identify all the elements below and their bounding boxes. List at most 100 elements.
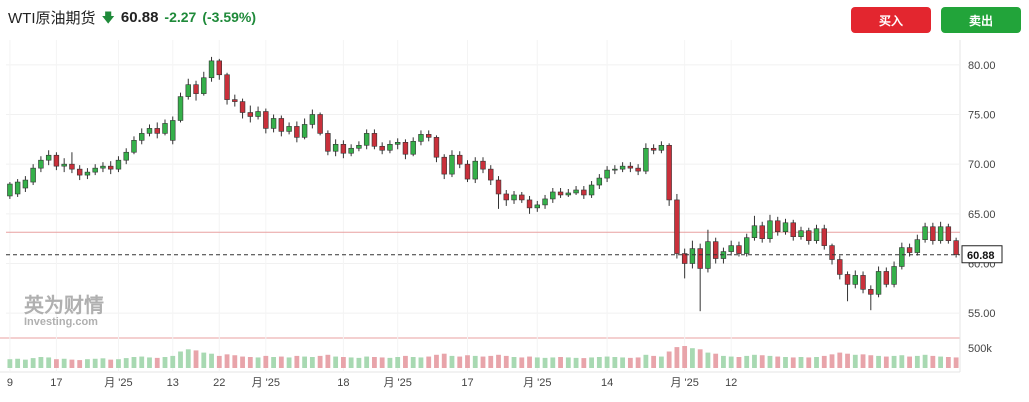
candle-body [596,177,603,186]
candle-body [736,245,742,254]
volume-bar [767,355,773,368]
volume-bar [364,356,370,368]
candle-body [526,199,533,209]
volume-bar [829,354,835,368]
volume-bar [852,354,858,368]
chart-header: WTI原油期货 🡇 60.88 -2.27 (-3.59%) [8,6,256,28]
volume-bar [550,357,556,368]
volume-bar [558,357,563,368]
volume-bar [441,353,447,368]
volume-bar [744,355,750,368]
volume-bar [131,357,137,368]
candle-body [270,118,277,129]
volume-bar [519,357,525,368]
volume-bar [54,359,59,368]
volume-bar [534,357,540,368]
volume-bar [899,355,905,368]
candle-body [728,245,734,252]
candle-body [712,241,719,259]
candle-body [906,247,913,253]
x-tick-label: 22 [213,377,225,389]
volume-bar [278,356,284,368]
x-tick-label: 月 '25 [104,377,132,389]
candle-body [379,145,385,151]
volume-bar [651,355,657,368]
candle-body [108,165,114,170]
volume-bar [922,354,928,368]
volume-bar [154,357,160,368]
candle-body [301,124,308,138]
candle-body [22,179,29,189]
volume-bar [938,356,944,368]
x-tick-label: 月 '25 [252,377,280,389]
volume-bar [116,359,121,368]
volume-bar [263,355,269,368]
volume-bar [697,349,703,368]
candle-body [185,84,191,97]
volume-bar [914,355,920,368]
candle-body [286,126,292,132]
candle-body [813,228,820,241]
candle-body [891,266,897,285]
volume-bar [162,357,168,368]
candle-body [433,137,440,158]
candle-body [123,151,129,161]
volume-bar [379,357,385,368]
candle-body [317,114,323,134]
candle-body [201,77,207,94]
candle-body [844,274,851,285]
x-tick-label: 14 [601,377,613,389]
candle-body [658,144,665,151]
candle-body [782,222,789,233]
volume-bar [92,358,98,368]
candlestick-series [7,56,959,312]
candle-body [410,141,416,155]
candle-body [650,147,657,151]
candle-body [806,230,812,241]
candle-body [557,191,564,196]
last-price-label-box [961,245,1003,264]
volume-bar [783,357,788,368]
volume-bar [302,356,308,368]
candle-body [550,191,556,200]
candle-body [402,142,409,155]
candle-body [767,220,773,239]
volume-bar [806,357,812,368]
buy-button[interactable]: 买入 [851,7,931,33]
candle-body [519,194,525,201]
candle-body [945,226,952,241]
candle-body [697,248,703,269]
volume-bar [596,357,602,368]
volume-bar [426,356,432,368]
sell-button[interactable]: 卖出 [941,7,1021,33]
candle-body [937,226,944,241]
candle-body [115,159,122,170]
candle-body [829,245,835,260]
x-tick-label: 月 '25 [523,377,551,389]
volume-bar [309,357,315,368]
candle-body [53,154,60,167]
candle-body [294,126,300,138]
candle-body [426,134,432,138]
volume-bar [635,357,641,368]
candle-body [154,128,160,134]
volume-bar [356,357,362,368]
volume-bar [589,357,594,368]
candle-body [798,230,804,237]
candle-body [100,165,106,169]
volume-bar [821,355,827,368]
volume-bar [294,355,300,368]
volume-bar [333,356,339,368]
candle-body [953,240,959,255]
candle-body [216,60,222,76]
candle-body [371,133,378,147]
volume-bar [721,355,726,368]
candle-body [534,204,540,209]
candle-body [643,147,649,172]
candle-body [92,167,98,173]
candle-body [573,189,579,194]
watermark-brand-cn: 英为财情 [24,293,104,317]
volume-bar [496,354,501,368]
volume-bar [123,358,129,368]
